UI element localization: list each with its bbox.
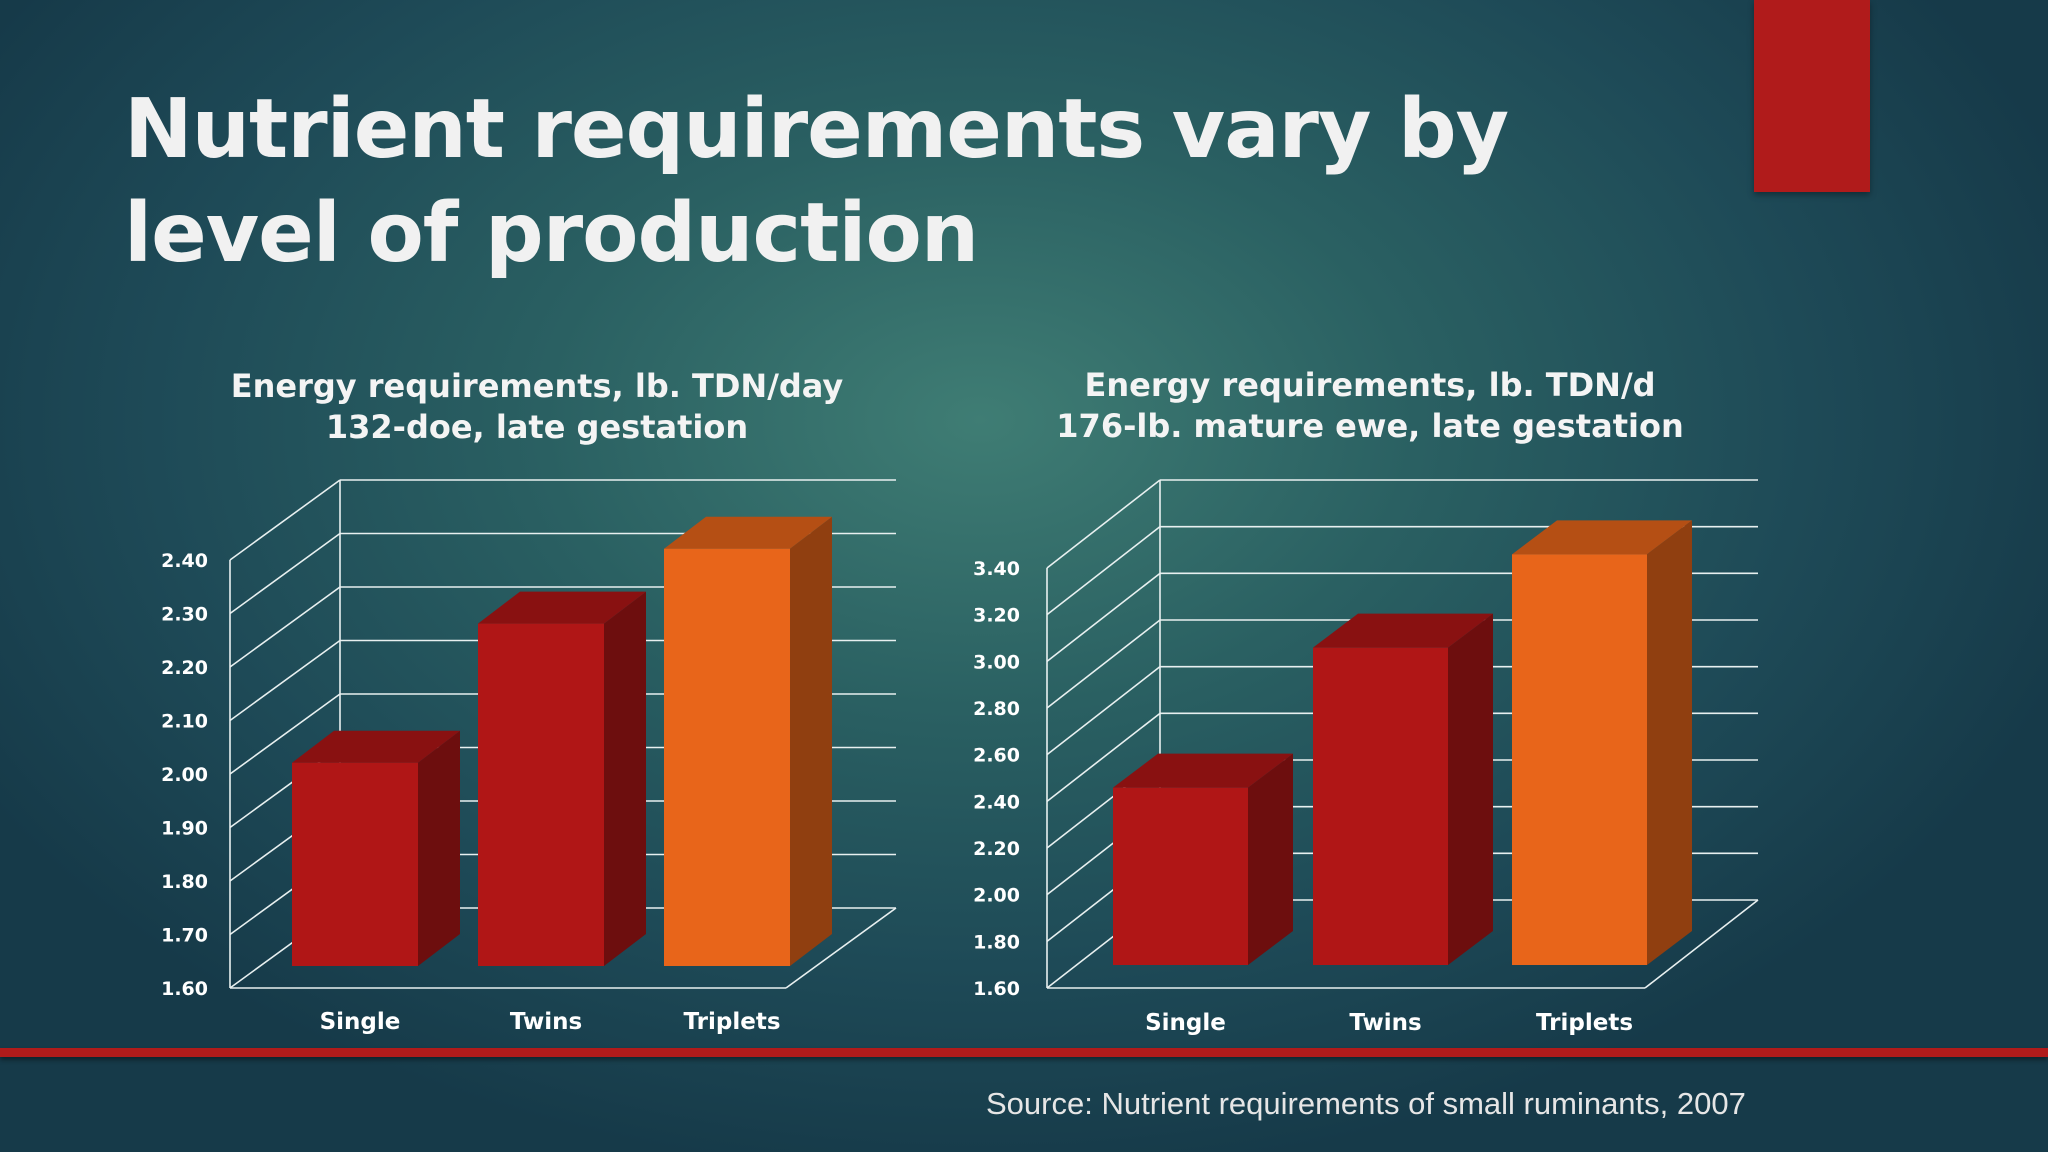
- x-category-label: Twins: [1349, 1010, 1421, 1036]
- bar-top: [1313, 613, 1493, 648]
- y-tick-label: 2.40: [161, 550, 208, 572]
- floor-right-edge: [785, 907, 897, 989]
- bar-top: [292, 730, 460, 763]
- gridline-diag: [1046, 572, 1161, 662]
- bottom-rule: [0, 1048, 2048, 1057]
- gridline-diag: [1046, 479, 1161, 569]
- y-tick-label: 2.00: [161, 764, 208, 786]
- x-category-label: Single: [1145, 1010, 1226, 1036]
- y-tick-label: 2.20: [973, 838, 1020, 860]
- y-tick-label: 1.80: [973, 931, 1020, 953]
- chart-1: Energy requirements, lb. TDN/day132-doe,…: [161, 367, 897, 1035]
- floor-right-edge: [1644, 899, 1759, 989]
- y-tick-label: 1.70: [161, 925, 208, 947]
- y-tick-label: 2.60: [973, 745, 1020, 767]
- chart-title-line-1: Energy requirements, lb. TDN/d: [1084, 366, 1655, 404]
- gridline-diag: [229, 479, 341, 561]
- bar-top: [478, 591, 646, 624]
- chart-title-line-1: Energy requirements, lb. TDN/day: [231, 367, 844, 405]
- chart-title-line-2: 132-doe, late gestation: [326, 408, 748, 446]
- gridline-diag: [1046, 666, 1161, 756]
- bar-triplets: [664, 516, 832, 966]
- y-tick-label: 2.10: [161, 711, 208, 733]
- x-category-label: Triplets: [1536, 1010, 1633, 1036]
- y-tick-label: 2.30: [161, 604, 208, 626]
- gridline-diag: [229, 586, 341, 668]
- bar-side: [604, 591, 646, 966]
- y-tick-label: 2.00: [973, 885, 1020, 907]
- slide-title: Nutrient requirements vary by level of p…: [124, 82, 1509, 281]
- gridline-diag: [229, 532, 341, 615]
- gridline-diag: [229, 639, 341, 722]
- y-tick-label: 2.20: [161, 657, 208, 679]
- y-tick-label: 1.60: [973, 978, 1020, 1000]
- chart-title-line-2: 176-lb. mature ewe, late gestation: [1056, 407, 1683, 445]
- bar-side: [1248, 753, 1293, 965]
- y-tick-label: 2.80: [973, 698, 1020, 720]
- y-tick-label: 3.00: [973, 651, 1020, 673]
- x-category-label: Triplets: [683, 1009, 780, 1035]
- bar-twins: [1313, 613, 1493, 965]
- bar-top: [1512, 520, 1692, 555]
- y-tick-label: 2.40: [973, 791, 1020, 813]
- bar-twins: [478, 591, 646, 966]
- y-tick-label: 3.40: [973, 558, 1020, 580]
- gridline-diag: [229, 693, 341, 775]
- gridline-diag: [1046, 619, 1161, 709]
- bar-front: [1313, 647, 1448, 965]
- bar-single: [1113, 753, 1293, 965]
- bar-front: [1113, 787, 1248, 965]
- bar-side: [418, 730, 460, 966]
- bar-top: [664, 516, 832, 549]
- bar-front: [478, 623, 604, 966]
- accent-block: [1754, 0, 1870, 192]
- bar-front: [292, 762, 418, 966]
- y-tick-label: 1.80: [161, 871, 208, 893]
- gridline-diag: [1046, 526, 1161, 616]
- bar-single: [292, 730, 460, 966]
- y-tick-label: 3.20: [973, 605, 1020, 627]
- bar-front: [1512, 554, 1647, 965]
- y-tick-label: 1.60: [161, 978, 208, 1000]
- bar-side: [790, 516, 832, 966]
- y-tick-label: 1.90: [161, 818, 208, 840]
- bar-triplets: [1512, 520, 1692, 965]
- x-category-label: Twins: [510, 1009, 582, 1035]
- x-category-label: Single: [320, 1009, 401, 1035]
- bar-front: [664, 548, 790, 966]
- gridline-diag: [1046, 712, 1161, 802]
- bar-top: [1113, 753, 1293, 788]
- source-note: Source: Nutrient requirements of small r…: [986, 1086, 1746, 1121]
- bar-side: [1448, 613, 1493, 965]
- bar-side: [1647, 520, 1692, 965]
